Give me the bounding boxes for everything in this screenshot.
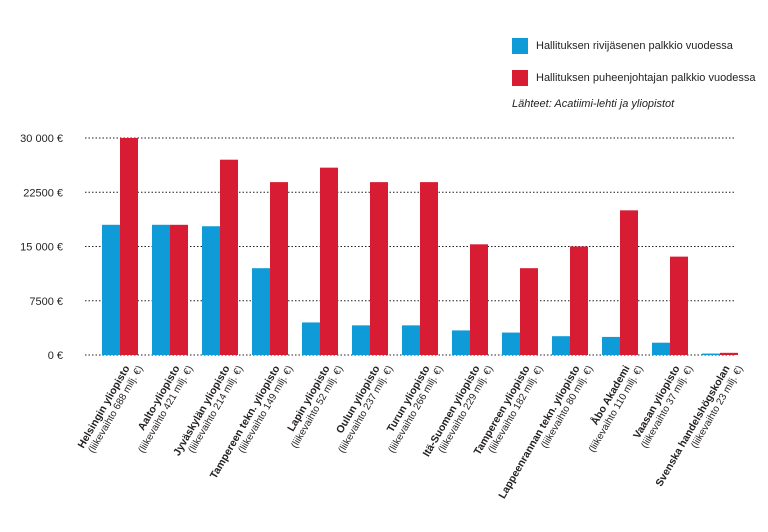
bar-chair [220,159,238,355]
bar-member [152,224,170,355]
bar-member [452,330,470,355]
legend-swatch-member [512,38,528,54]
bar-chair [620,210,638,355]
y-tick-label: 15 000 € [20,242,63,254]
bar-chair [670,256,688,355]
y-tick-label: 0 € [48,350,63,362]
bar-chair [320,167,338,355]
legend: Hallituksen rivijäsenen palkkio vuodessa… [512,30,756,110]
bar-chair [570,246,588,355]
bar-member [402,325,420,355]
bar-chair [470,244,488,355]
bar-chair [270,182,288,355]
y-tick-label: 30 000 € [20,133,63,145]
y-tick-label: 7500 € [29,296,63,308]
bar-chair [170,224,188,355]
bar-member [352,325,370,355]
bar-chair [720,352,738,355]
legend-label-chair: Hallituksen puheenjohtajan palkkio vuode… [536,72,756,84]
bar-member [252,268,270,355]
bar-member [202,226,220,355]
y-tick-label: 22500 € [23,187,63,199]
source-note: Lähteet: Acatiimi-lehti ja yliopistot [512,98,675,110]
bar-member [652,342,670,355]
bar-member [302,322,320,355]
bar-member [552,336,570,355]
bar-member [602,336,620,355]
legend-label-member: Hallituksen rivijäsenen palkkio vuodessa [536,40,733,52]
legend-swatch-chair [512,70,528,86]
bar-member [102,224,120,355]
bar-chair [520,268,538,355]
legend-item-chair: Hallituksen puheenjohtajan palkkio vuode… [512,62,756,94]
legend-item-member: Hallituksen rivijäsenen palkkio vuodessa [512,30,756,62]
bar-member [702,353,720,355]
bar-chair [420,182,438,355]
bar-chair [370,182,388,355]
bar-member [502,332,520,355]
bar-chair [120,138,138,355]
